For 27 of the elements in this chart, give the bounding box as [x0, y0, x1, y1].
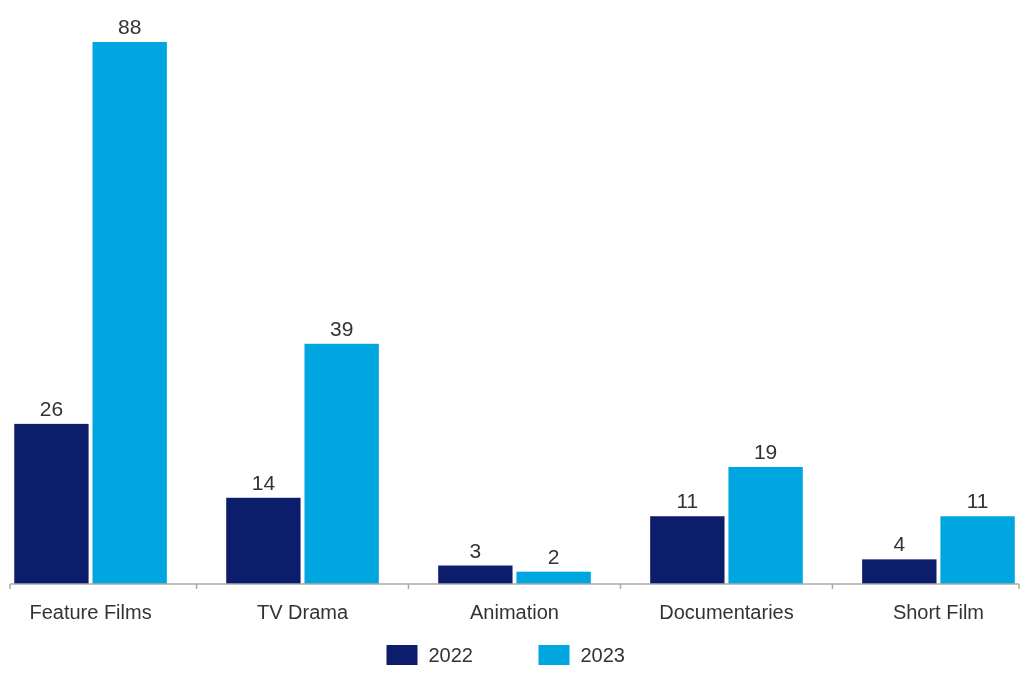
- data-label: 2: [547, 544, 560, 568]
- data-label: 3: [469, 538, 482, 562]
- bar: [940, 516, 1015, 584]
- bar: [304, 343, 379, 584]
- bar: [14, 423, 89, 584]
- data-label: 26: [39, 396, 64, 420]
- x-tick-label: Documentaries: [659, 601, 794, 623]
- data-label: 11: [966, 489, 989, 513]
- x-tick-label: Animation: [470, 601, 559, 623]
- data-label: 4: [893, 532, 906, 556]
- data-label: 88: [118, 15, 142, 38]
- bar: [438, 565, 513, 584]
- data-label: 39: [329, 316, 354, 340]
- legend-label: 2022: [428, 644, 473, 666]
- legend-label: 2023: [580, 644, 625, 666]
- bar: [650, 516, 725, 584]
- bar: [92, 42, 167, 584]
- bar: [862, 559, 937, 584]
- x-tick-label: TV Drama: [256, 601, 349, 623]
- x-tick-label: Feature Films: [29, 601, 152, 623]
- bar: [516, 571, 591, 584]
- bar: [728, 466, 803, 584]
- data-label: 19: [753, 439, 778, 463]
- data-label: 11: [676, 489, 699, 513]
- bar: [226, 497, 301, 584]
- data-label: 14: [251, 470, 276, 494]
- x-tick-label: Short Film: [892, 601, 985, 623]
